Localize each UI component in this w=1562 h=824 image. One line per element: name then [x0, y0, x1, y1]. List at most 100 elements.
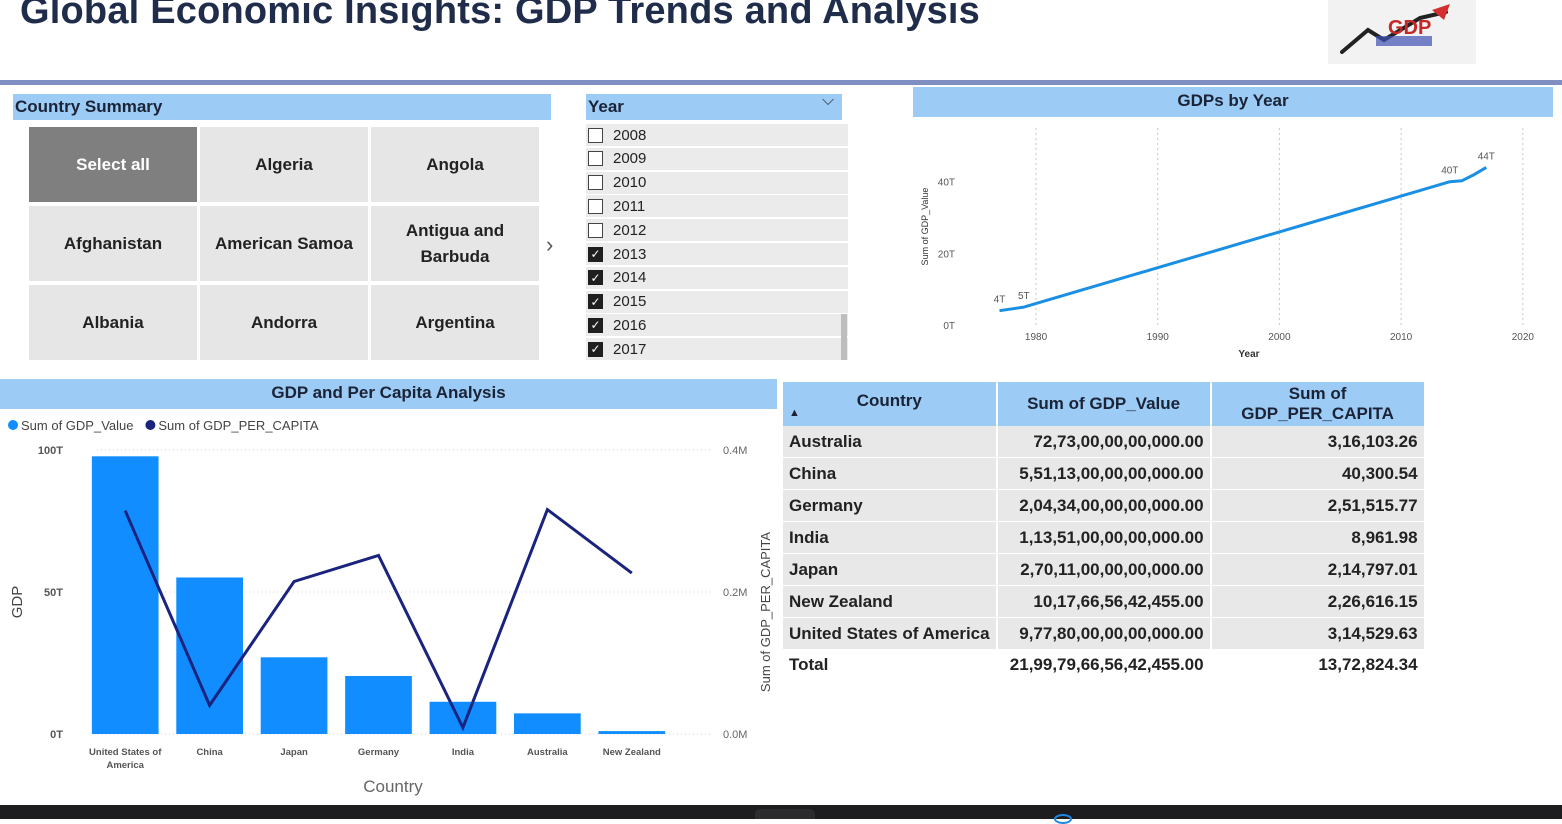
- tile-afghanistan[interactable]: Afghanistan: [29, 206, 197, 281]
- cell-country: India: [783, 521, 998, 554]
- year-option-2008[interactable]: 2008: [586, 124, 848, 146]
- legend-label: Sum of GDP_PER_CAPITA: [158, 418, 318, 433]
- checkbox-empty-icon[interactable]: [588, 127, 603, 143]
- year-option-2013[interactable]: ✓ 2013: [586, 243, 848, 265]
- checkbox-checked-icon[interactable]: ✓: [588, 270, 603, 286]
- cell-gdp-value: 2,70,11,00,00,00,000.00: [996, 553, 1212, 586]
- y-axis-label: Sum of GDP_Value: [920, 188, 930, 266]
- checkbox-checked-icon[interactable]: ✓: [588, 317, 603, 333]
- cell-gdp-per-capita: 2,14,797.01: [1210, 553, 1426, 586]
- table-row[interactable]: Germany 2,04,34,00,00,00,000.00 2,51,515.7…: [783, 489, 1426, 522]
- cell-gdp-value: 10,17,66,56,42,455.00: [996, 585, 1212, 618]
- year-option-2016[interactable]: ✓ 2016: [586, 314, 848, 337]
- table-row[interactable]: China 5,51,13,00,00,00,000.00 40,300.54: [783, 457, 1426, 490]
- data-label: 44T: [1478, 151, 1495, 162]
- legend-marker: [8, 420, 18, 430]
- year-option-label: 2009: [613, 150, 647, 168]
- year-option-2009[interactable]: 2009: [586, 147, 848, 170]
- column-header-gdp-per-capita[interactable]: Sum of GDP_PER_CAPITA: [1210, 382, 1426, 426]
- bar-0: [91, 456, 159, 734]
- year-option-label: 2010: [613, 174, 647, 192]
- country-summary-title: Country Summary: [13, 94, 551, 120]
- cell-country: Germany: [783, 489, 998, 522]
- cell-gdp-per-capita: 40,300.54: [1210, 457, 1426, 490]
- year-option-label: 2017: [613, 340, 647, 358]
- x-tick-label: 1990: [1147, 332, 1170, 343]
- x-tick-label: China: [196, 747, 223, 758]
- table-row[interactable]: India 1,13,51,00,00,00,000.00 8,961.98: [783, 521, 1426, 554]
- taskbar-app-icon[interactable]: [1054, 814, 1072, 824]
- year-list-scrollbar[interactable]: [841, 314, 847, 360]
- x-tick-label: 2020: [1512, 332, 1535, 343]
- sort-ascending-icon: ▲: [789, 407, 800, 419]
- year-option-label: 2008: [613, 126, 647, 144]
- year-option-2017[interactable]: ✓ 2017: [586, 338, 848, 361]
- year-option-label: 2015: [613, 293, 647, 311]
- checkbox-checked-icon[interactable]: ✓: [588, 341, 603, 357]
- gdps-by-year-title: GDPs by Year: [913, 87, 1553, 117]
- checkbox-checked-icon[interactable]: ✓: [588, 294, 603, 310]
- total-gdp-value: 21,99,79,66,56,42,455.00: [996, 649, 1212, 681]
- x-tick-label: America: [106, 760, 144, 771]
- x-tick-label: 1980: [1025, 332, 1048, 343]
- year-option-2011[interactable]: 2011: [586, 195, 848, 218]
- year-option-2015[interactable]: ✓ 2015: [586, 290, 848, 313]
- logo-text: GDP: [1388, 17, 1431, 39]
- y-right-tick-label: 0.2M: [723, 587, 747, 599]
- table-row[interactable]: Japan 2,70,11,00,00,00,000.00 2,14,797.01: [783, 553, 1426, 586]
- gdp-logo: GDP: [1328, 0, 1476, 64]
- x-tick-label: Germany: [358, 747, 400, 758]
- table-total-row: Total 21,99,79,66,56,42,455.00 13,72,824…: [783, 649, 1426, 681]
- data-label: 5T: [1018, 291, 1030, 302]
- x-tick-label: United States of: [89, 747, 162, 758]
- tile-select-all[interactable]: Select all: [29, 127, 197, 202]
- tile-algeria[interactable]: Algeria: [200, 127, 368, 202]
- checkbox-empty-icon[interactable]: [588, 175, 603, 191]
- checkbox-empty-icon[interactable]: [588, 198, 603, 214]
- legend-marker: [145, 420, 156, 430]
- checkbox-checked-icon[interactable]: ✓: [588, 246, 603, 262]
- legend-label: Sum of GDP_Value: [21, 418, 133, 433]
- year-option-label: 2014: [613, 269, 647, 287]
- cell-country: New Zealand: [783, 585, 998, 618]
- per-capita-line: [123, 507, 633, 732]
- checkbox-empty-icon[interactable]: [588, 222, 603, 238]
- tile-antigua-and-barbuda[interactable]: Antigua and Barbuda: [371, 206, 539, 281]
- x-tick-label: Japan: [280, 747, 308, 758]
- header-divider: [0, 80, 1562, 85]
- cell-gdp-per-capita: 2,51,515.77: [1210, 489, 1426, 522]
- cell-gdp-value: 1,13,51,00,00,00,000.00: [996, 521, 1212, 554]
- bar-5: [514, 713, 581, 734]
- cell-gdp-per-capita: 2,26,616.15: [1210, 585, 1426, 618]
- y-tick-label: 40T: [938, 178, 955, 189]
- year-option-2014[interactable]: ✓ 2014: [586, 266, 848, 289]
- chevron-down-icon[interactable]: ⌵: [822, 92, 835, 109]
- y-tick-label: 20T: [938, 249, 955, 260]
- table-row[interactable]: United States of America 9,77,80,00,00,00…: [783, 617, 1426, 650]
- y-right-tick-label: 0.0M: [723, 729, 747, 741]
- column-header-country[interactable]: Country ▲: [783, 382, 998, 426]
- x-tick-label: Australia: [527, 747, 568, 758]
- x-axis-label: Year: [1238, 349, 1259, 360]
- year-option-label: 2016: [613, 316, 647, 334]
- year-option-2010[interactable]: 2010: [586, 171, 848, 194]
- y-tick-label: 0T: [943, 321, 955, 332]
- gdps-by-year-chart: 1980 1990 2000 2010 2020 0T 20T 40T Year Sum of G…: [920, 128, 1535, 360]
- tile-argentina[interactable]: Argentina: [371, 285, 539, 360]
- year-option-2012[interactable]: 2012: [586, 219, 848, 242]
- bar-3: [345, 675, 412, 734]
- tile-andorra[interactable]: Andorra: [200, 285, 368, 360]
- checkbox-empty-icon[interactable]: [588, 151, 603, 167]
- total-gdp-per-capita: 13,72,824.34: [1210, 649, 1426, 681]
- taskbar-button[interactable]: [755, 809, 815, 819]
- cell-country: Australia: [783, 426, 998, 458]
- column-header-gdp-value[interactable]: Sum of GDP_Value: [996, 382, 1212, 426]
- chevron-right-icon[interactable]: ›: [546, 232, 554, 257]
- y-tick-label: 100T: [38, 445, 63, 457]
- tile-albania[interactable]: Albania: [29, 285, 197, 360]
- cell-gdp-value: 72,73,00,00,00,000.00: [996, 426, 1212, 458]
- table-row[interactable]: New Zealand 10,17,66,56,42,455.00 2,26,616…: [783, 585, 1426, 618]
- tile-angola[interactable]: Angola: [371, 127, 539, 202]
- tile-american-samoa[interactable]: American Samoa: [200, 206, 368, 281]
- table-row[interactable]: Australia 72,73,00,00,00,000.00 3,16,103.2…: [783, 426, 1426, 458]
